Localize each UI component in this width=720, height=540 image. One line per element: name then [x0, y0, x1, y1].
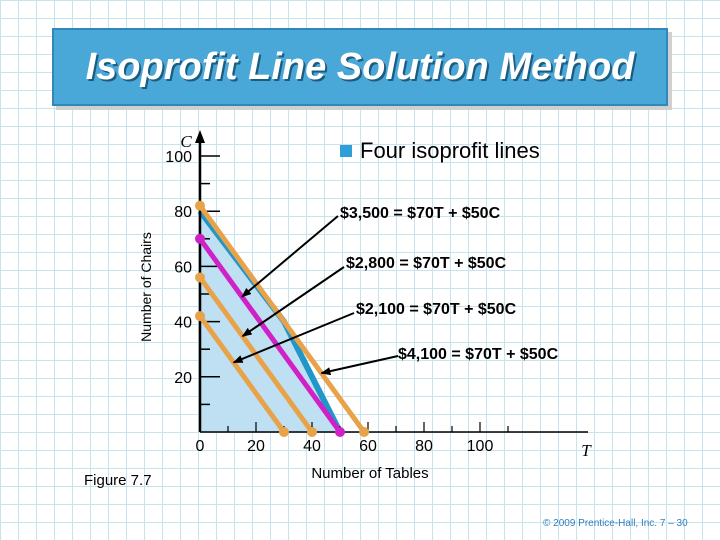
isoprofit-line-3500 [197, 236, 343, 435]
isoprofit-line-2800 [197, 274, 315, 435]
callout-arrow-2100 [232, 312, 355, 364]
x-tick-label: 80 [415, 438, 433, 455]
isoprofit-point-2100-y [195, 311, 205, 322]
feasible-region [200, 211, 340, 432]
bullet-point: Four isoprofit lines [340, 138, 540, 164]
copyright: © 2009 Prentice-Hall, Inc. 7 – 30 [543, 518, 688, 529]
isoprofit-point-3500-x [335, 427, 345, 437]
equation-label-2100: $2,100 = $70T + $50C [356, 301, 516, 319]
equation-label-4100: $4,100 = $70T + $50C [398, 346, 558, 364]
isoprofit-line-2100 [197, 313, 287, 435]
y-tick-label: 60 [174, 259, 192, 276]
isoprofit-point-3500-y [195, 233, 205, 244]
x-tick-label: 0 [196, 438, 205, 455]
x-axis-title: Number of Tables [311, 465, 428, 482]
x-tick-label: 40 [303, 438, 321, 455]
bullet-text: Four isoprofit lines [360, 138, 540, 163]
equation-label-3500: $3,500 = $70T + $50C [340, 205, 500, 223]
isoprofit-point-2100-x [279, 427, 289, 437]
y-tick-label: 40 [174, 315, 192, 332]
isoprofit-line-4100 [197, 203, 367, 435]
callout-arrow-2800 [241, 266, 345, 337]
equation-text-2100: $2,100 = $70T + $50C [356, 301, 517, 318]
equation-label-2800: $2,800 = $70T + $50C [346, 255, 506, 273]
title-banner: Isoprofit Line Solution Method [52, 28, 668, 106]
isoprofit-point-2800-y [195, 272, 205, 283]
isoprofit-point-2800-x [307, 427, 317, 437]
figure-label: Figure 7.7 [84, 472, 152, 489]
x-tick-label: 60 [359, 438, 377, 455]
equation-text-3500: $3,500 = $70T + $50C [340, 205, 501, 222]
y-axis-arrow-icon [195, 130, 205, 143]
equation-text-4100: $4,100 = $70T + $50C [398, 346, 559, 363]
x-tick-label: 100 [467, 438, 494, 455]
equation-text-2800: $2,800 = $70T + $50C [346, 255, 507, 272]
isoprofit-point-4100-x [359, 427, 370, 437]
page-title: Isoprofit Line Solution Method [85, 45, 635, 88]
callout-arrow-4100 [320, 355, 399, 376]
x-tick-label: 20 [247, 438, 265, 455]
y-axis-letter: C [180, 132, 192, 151]
bullet-square-icon [340, 145, 352, 157]
isoprofit-point-4100-y [195, 200, 205, 211]
y-tick-label: 100 [165, 149, 192, 166]
x-axis-letter: T [581, 441, 592, 460]
y-tick-label: 20 [174, 370, 192, 387]
y-tick-label: 80 [174, 204, 192, 221]
callout-arrow-3500 [241, 215, 339, 298]
y-axis-title: Number of Chairs [138, 232, 154, 342]
